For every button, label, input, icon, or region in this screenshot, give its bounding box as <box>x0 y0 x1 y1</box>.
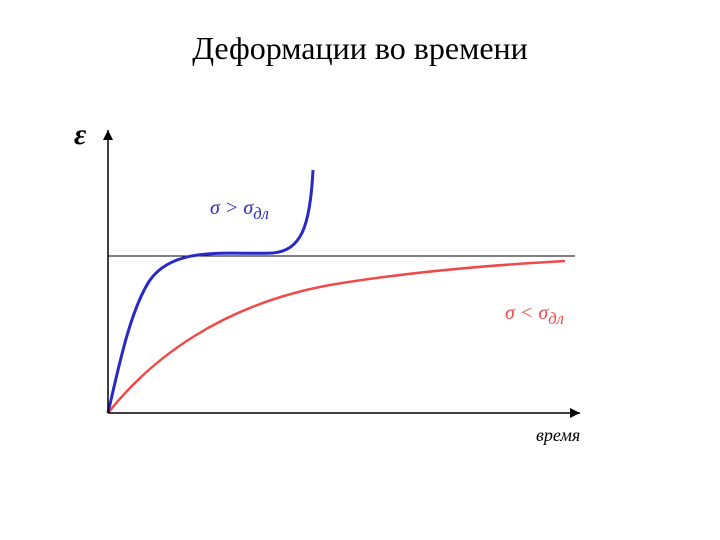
blue-curve-label: σ > σдл <box>210 197 269 224</box>
chart-svg <box>0 0 720 540</box>
blue-label-sub: дл <box>253 204 269 223</box>
blue-label-main: σ > σ <box>210 197 253 219</box>
y-arrowhead <box>103 130 113 140</box>
x-axis-label: время <box>536 425 580 446</box>
red-label-sub: дл <box>548 309 564 328</box>
y-axis-label: ε <box>74 118 86 152</box>
red-curve-label: σ < σдл <box>505 302 564 329</box>
red-label-main: σ < σ <box>505 302 548 324</box>
red-curve <box>108 261 565 413</box>
x-arrowhead <box>570 408 580 418</box>
